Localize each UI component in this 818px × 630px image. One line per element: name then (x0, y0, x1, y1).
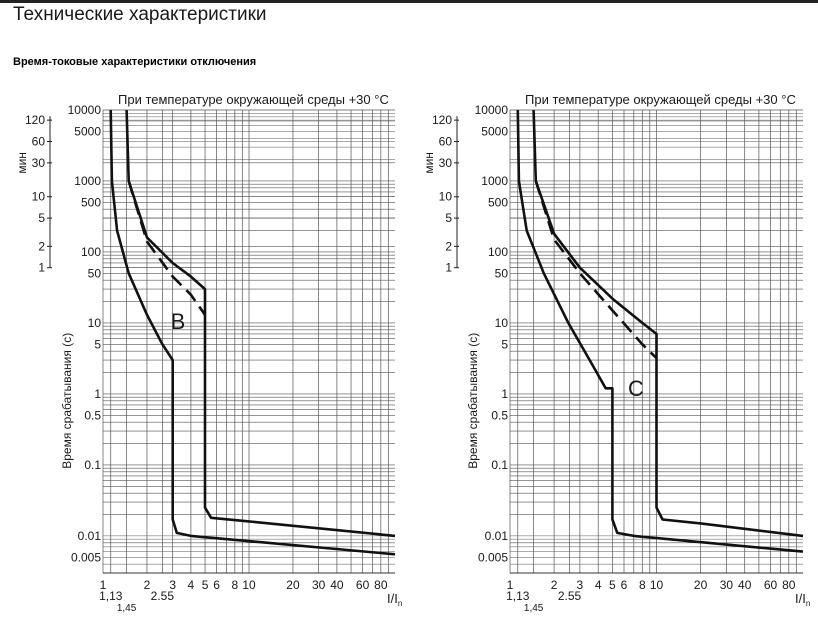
y-tick-label: 5000 (74, 124, 101, 138)
y-tick-label: 500 (488, 195, 508, 209)
y-axis-label: Время срабатывания (с) (466, 333, 480, 469)
x-tick-label: 5 (609, 578, 616, 592)
chart-header: При температуре окружающей среды +30 °C (118, 92, 389, 107)
x-tick-label: 1,13 (506, 589, 530, 603)
x-tick-label: 5 (202, 578, 209, 592)
x-tick-label: 20 (286, 578, 300, 592)
x-tick-label: 2 (551, 578, 558, 592)
y-tick-label: 0.5 (491, 408, 508, 422)
minutes-tick-label: 10 (439, 190, 453, 204)
x-tick-label: 3 (169, 578, 176, 592)
y-tick-label: 10 (495, 316, 509, 330)
y-tick-label: 50 (88, 266, 102, 280)
y-tick-label: 0.01 (485, 529, 509, 543)
minutes-tick-label: 120 (432, 113, 452, 127)
x-tick-label: 10 (650, 578, 664, 592)
y-tick-label: 10000 (475, 103, 509, 117)
x-axis-label: I/In (795, 591, 810, 608)
x-tick-label: 40 (738, 578, 752, 592)
series-dashed-curve (534, 180, 658, 360)
y-tick-label: 0.1 (84, 458, 101, 472)
y-tick-label: 10000 (68, 103, 102, 117)
y-tick-label: 5000 (481, 124, 508, 138)
series-solid-curve (109, 109, 396, 556)
y-tick-label: 5 (501, 337, 508, 351)
chart-header: При температуре окружающей среды +30 °C (525, 92, 796, 107)
minutes-tick-label: 60 (32, 134, 46, 148)
minutes-tick-label: 2 (445, 239, 452, 253)
x-tick-label: 1,13 (99, 589, 123, 603)
y-tick-label: 100 (488, 245, 508, 259)
x-tick-label: 2 (144, 578, 151, 592)
y-tick-label: 0.01 (78, 529, 102, 543)
x-tick-label: 4 (188, 578, 195, 592)
minutes-tick-label: 1 (38, 261, 45, 275)
y-tick-label: 1 (94, 387, 101, 401)
minutes-tick-label: 60 (439, 134, 453, 148)
minutes-tick-label: 1 (445, 261, 452, 275)
y-tick-label: 50 (495, 266, 509, 280)
x-tick-label: 8 (232, 578, 239, 592)
x-tick-label: 2.55 (558, 589, 582, 603)
x-tick-label: 1,45 (117, 603, 137, 614)
y-tick-label: 0.1 (491, 458, 508, 472)
y-tick-label: 0.005 (71, 550, 101, 564)
x-tick-label: 30 (312, 578, 326, 592)
x-tick-label: 1,45 (524, 603, 544, 614)
x-tick-label: 80 (782, 578, 796, 592)
x-tick-label: 60 (356, 578, 370, 592)
minutes-tick-label: 30 (439, 156, 453, 170)
series-solid-curve (532, 109, 804, 538)
y-tick-label: 500 (81, 195, 101, 209)
minutes-tick-label: 30 (32, 156, 46, 170)
x-tick-label: 10 (242, 578, 256, 592)
top-bar (0, 0, 818, 3)
series-dashed-curve (127, 180, 207, 316)
x-tick-label: 6 (213, 578, 220, 592)
x-tick-label: 6 (621, 578, 628, 592)
x-tick-label: 80 (374, 578, 388, 592)
x-tick-label: 1 (100, 578, 107, 592)
x-tick-label: 8 (639, 578, 646, 592)
minutes-tick-label: 10 (32, 190, 46, 204)
page-title: Технические характеристики (13, 4, 267, 25)
minutes-tick-label: 5 (445, 211, 452, 225)
curve-label: B (171, 309, 186, 334)
y-tick-label: 1000 (481, 174, 508, 188)
x-tick-label: 40 (330, 578, 344, 592)
minutes-axis-label: мин (422, 152, 436, 174)
x-tick-label: 20 (694, 578, 708, 592)
x-axis-label: I/In (387, 591, 402, 608)
x-tick-label: 4 (595, 578, 602, 592)
series-solid-curve (516, 109, 804, 553)
x-tick-label: 30 (720, 578, 734, 592)
y-tick-label: 0.005 (478, 550, 508, 564)
x-tick-label: 60 (764, 578, 778, 592)
y-axis-label: Время срабатывания (с) (60, 333, 74, 469)
minutes-tick-label: 120 (25, 113, 45, 127)
x-tick-label: 3 (577, 578, 584, 592)
x-tick-label: 2.55 (151, 589, 175, 603)
minutes-tick-label: 5 (38, 211, 45, 225)
section-subtitle: Время-токовые характеристики отключения (13, 56, 257, 68)
y-tick-label: 100 (81, 245, 101, 259)
y-tick-label: 0.5 (84, 408, 101, 422)
y-tick-label: 5 (94, 337, 101, 351)
curve-label: C (628, 376, 644, 401)
minutes-axis-label: мин (15, 152, 29, 174)
x-tick-label: 1 (507, 578, 514, 592)
y-tick-label: 1 (501, 387, 508, 401)
minutes-tick-label: 2 (38, 239, 45, 253)
y-tick-label: 10 (88, 316, 102, 330)
y-tick-label: 1000 (74, 174, 101, 188)
